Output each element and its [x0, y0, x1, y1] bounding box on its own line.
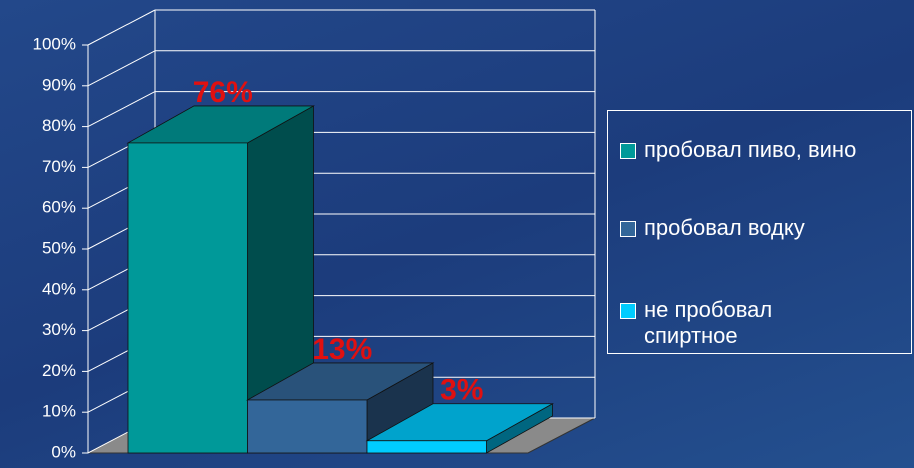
data-label: 76%	[193, 76, 253, 109]
legend-item: пробовал пиво, вино	[620, 137, 910, 163]
bar	[126, 105, 316, 454]
legend-label: не пробовал спиртное	[644, 297, 773, 348]
grid-line-side	[87, 9, 156, 46]
bar-front	[127, 142, 248, 454]
y-tick-label: 80%	[42, 116, 76, 135]
y-tick-label: 90%	[42, 75, 76, 94]
bar-front	[366, 440, 487, 454]
y-tick-label: 30%	[42, 320, 76, 339]
data-label: 3%	[440, 374, 483, 407]
grid-line-side	[87, 91, 156, 128]
bar	[245, 362, 435, 454]
legend-item: не пробовал спиртное	[620, 297, 790, 349]
y-tick-label: 70%	[42, 157, 76, 176]
legend-label: пробовал пиво, вино	[644, 137, 857, 162]
legend: пробовал пиво, вино пробовал водку не проб…	[607, 110, 912, 354]
legend-item: пробовал водку	[620, 215, 910, 241]
y-tick-label: 20%	[42, 361, 76, 380]
grid-line-side	[87, 50, 156, 87]
y-tick-label: 60%	[42, 198, 76, 217]
data-label: 13%	[312, 333, 372, 366]
bar	[365, 403, 555, 454]
bar-front	[247, 399, 368, 454]
legend-swatch	[620, 221, 636, 237]
y-tick-label: 50%	[42, 238, 76, 257]
y-tick-label: 40%	[42, 279, 76, 298]
legend-swatch	[620, 303, 636, 319]
legend-swatch	[620, 143, 636, 159]
legend-label: пробовал водку	[644, 215, 805, 240]
y-tick-label: 10%	[42, 402, 76, 421]
y-tick-label: 0%	[51, 442, 76, 461]
y-tick-label: 100%	[33, 34, 76, 53]
